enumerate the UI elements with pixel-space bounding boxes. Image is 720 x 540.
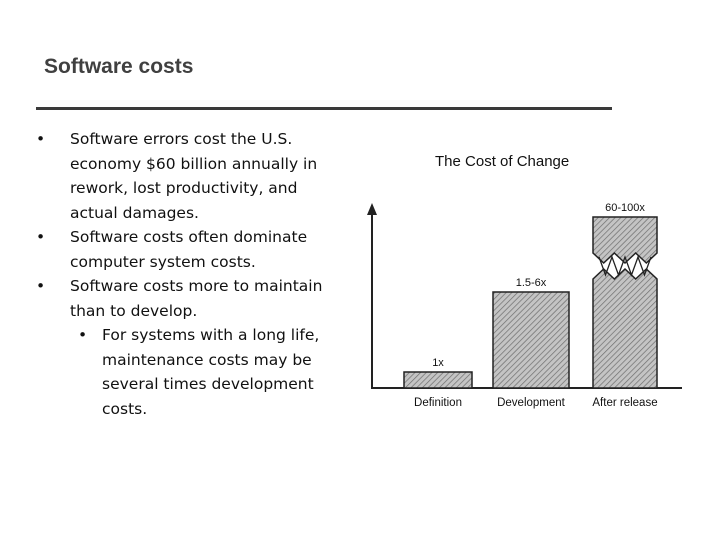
bar — [492, 291, 570, 389]
bullet-text: Software errors cost the U.S. economy $6… — [70, 130, 318, 222]
bullet-dot: • — [36, 277, 46, 295]
data-label: 1.5-6x — [516, 277, 547, 289]
bullet-text: Software costs more to maintain than to … — [70, 277, 323, 320]
bar-upper-fragment — [592, 216, 658, 265]
bar — [403, 371, 473, 389]
category-label: Definition — [414, 397, 462, 409]
category-label: After release — [592, 397, 657, 409]
bullet-dot: • — [78, 326, 88, 344]
slide-title: Software costs — [44, 55, 194, 78]
bullet-item: • Software errors cost the U.S. economy … — [36, 127, 346, 225]
bullet-dot: • — [36, 130, 46, 148]
title-divider — [36, 107, 612, 110]
bullet-item: • Software costs more to maintain than t… — [36, 274, 346, 323]
chart-title: The Cost of Change — [435, 153, 570, 170]
cost-of-change-chart: Definition Development After release 1x 1.5… — [367, 202, 682, 409]
axis-break-mark — [598, 255, 652, 277]
data-label: 60-100x — [605, 202, 645, 214]
bullet-list: • Software errors cost the U.S. economy … — [36, 127, 346, 421]
category-label: Development — [497, 397, 566, 409]
bullet-dot: • — [36, 228, 46, 246]
data-label: 1x — [432, 357, 444, 369]
bar-lower-fragment — [592, 267, 658, 389]
bar — [592, 216, 658, 389]
bullet-text: Software costs often dominate computer s… — [70, 228, 308, 271]
y-axis-arrow-icon — [367, 203, 377, 215]
bullet-text: For systems with a long life, maintenanc… — [102, 326, 320, 418]
sub-bullet-item: • For systems with a long life, maintena… — [36, 323, 346, 421]
bullet-item: • Software costs often dominate computer… — [36, 225, 346, 274]
